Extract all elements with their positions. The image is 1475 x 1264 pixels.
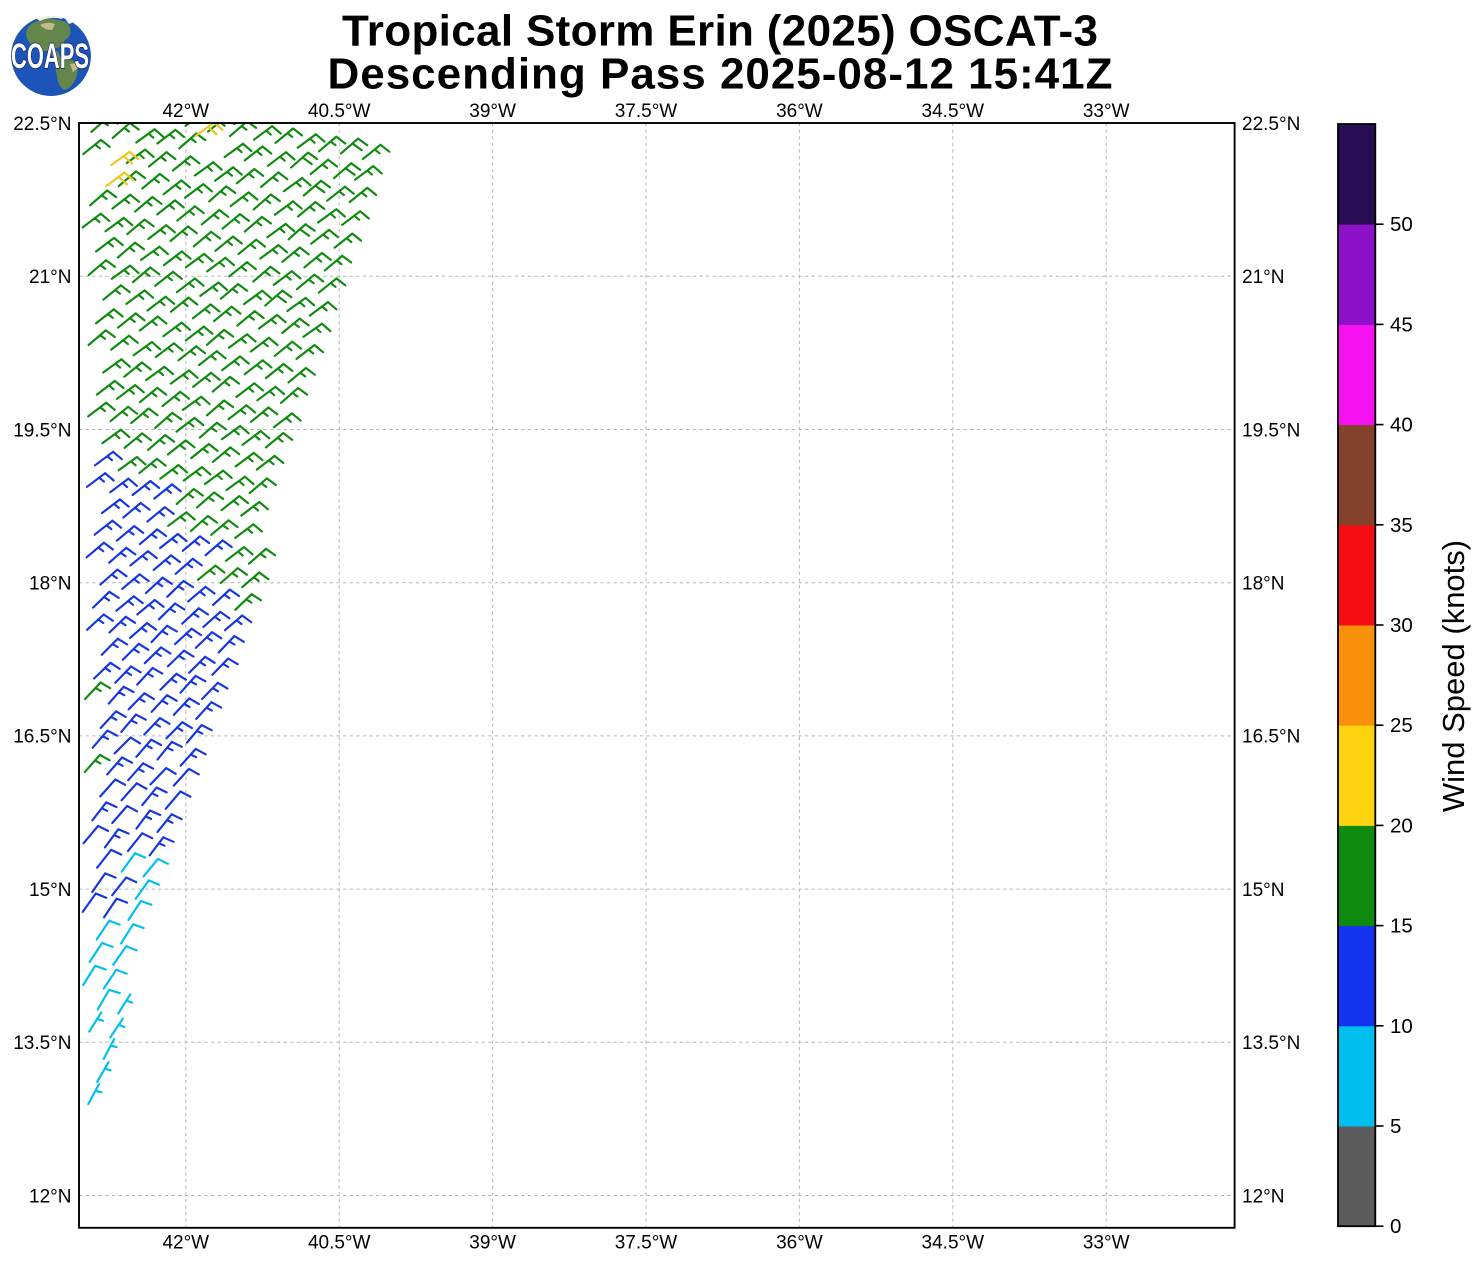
svg-text:50: 50	[1390, 213, 1413, 236]
svg-text:COAPS: COAPS	[11, 37, 89, 76]
svg-text:21°N: 21°N	[29, 267, 71, 288]
svg-text:22.5°N: 22.5°N	[1242, 114, 1300, 135]
svg-text:36°W: 36°W	[776, 1233, 823, 1254]
svg-text:40.5°W: 40.5°W	[308, 101, 371, 122]
svg-text:40: 40	[1390, 414, 1413, 437]
svg-text:33°W: 33°W	[1083, 1233, 1130, 1254]
svg-text:Descending Pass 2025-08-12 15:: Descending Pass 2025-08-12 15:41Z	[328, 50, 1113, 99]
svg-text:45: 45	[1390, 313, 1413, 336]
svg-text:25: 25	[1390, 714, 1413, 737]
svg-text:34.5°W: 34.5°W	[922, 1233, 985, 1254]
svg-text:37.5°W: 37.5°W	[615, 1233, 678, 1254]
svg-text:Wind Speed (knots): Wind Speed (knots)	[1436, 540, 1471, 812]
svg-text:0: 0	[1390, 1215, 1401, 1238]
svg-text:Tropical Storm Erin (2025) OSC: Tropical Storm Erin (2025) OSCAT-3	[342, 7, 1098, 56]
svg-text:16.5°N: 16.5°N	[1242, 727, 1300, 748]
svg-text:42°W: 42°W	[162, 101, 209, 122]
svg-text:13.5°N: 13.5°N	[1242, 1033, 1300, 1054]
svg-text:10: 10	[1390, 1015, 1413, 1038]
svg-text:30: 30	[1390, 614, 1413, 637]
svg-text:18°N: 18°N	[1242, 574, 1284, 595]
svg-text:33°W: 33°W	[1083, 101, 1130, 122]
svg-text:18°N: 18°N	[29, 574, 71, 595]
svg-text:42°W: 42°W	[162, 1233, 209, 1254]
svg-text:39°W: 39°W	[469, 101, 516, 122]
svg-text:19.5°N: 19.5°N	[13, 420, 71, 441]
svg-text:16.5°N: 16.5°N	[13, 727, 71, 748]
svg-text:12°N: 12°N	[1242, 1186, 1284, 1207]
svg-text:37.5°W: 37.5°W	[615, 101, 678, 122]
svg-text:13.5°N: 13.5°N	[13, 1033, 71, 1054]
svg-text:19.5°N: 19.5°N	[1242, 420, 1300, 441]
svg-text:34.5°W: 34.5°W	[922, 101, 985, 122]
svg-text:35: 35	[1390, 514, 1413, 537]
svg-text:15: 15	[1390, 915, 1413, 938]
svg-text:39°W: 39°W	[469, 1233, 516, 1254]
svg-text:12°N: 12°N	[29, 1186, 71, 1207]
svg-text:20: 20	[1390, 814, 1413, 837]
svg-text:5: 5	[1390, 1115, 1401, 1138]
svg-text:15°N: 15°N	[1242, 880, 1284, 901]
svg-text:36°W: 36°W	[776, 101, 823, 122]
svg-text:22.5°N: 22.5°N	[13, 114, 71, 135]
svg-text:21°N: 21°N	[1242, 267, 1284, 288]
svg-text:15°N: 15°N	[29, 880, 71, 901]
svg-text:40.5°W: 40.5°W	[308, 1233, 371, 1254]
